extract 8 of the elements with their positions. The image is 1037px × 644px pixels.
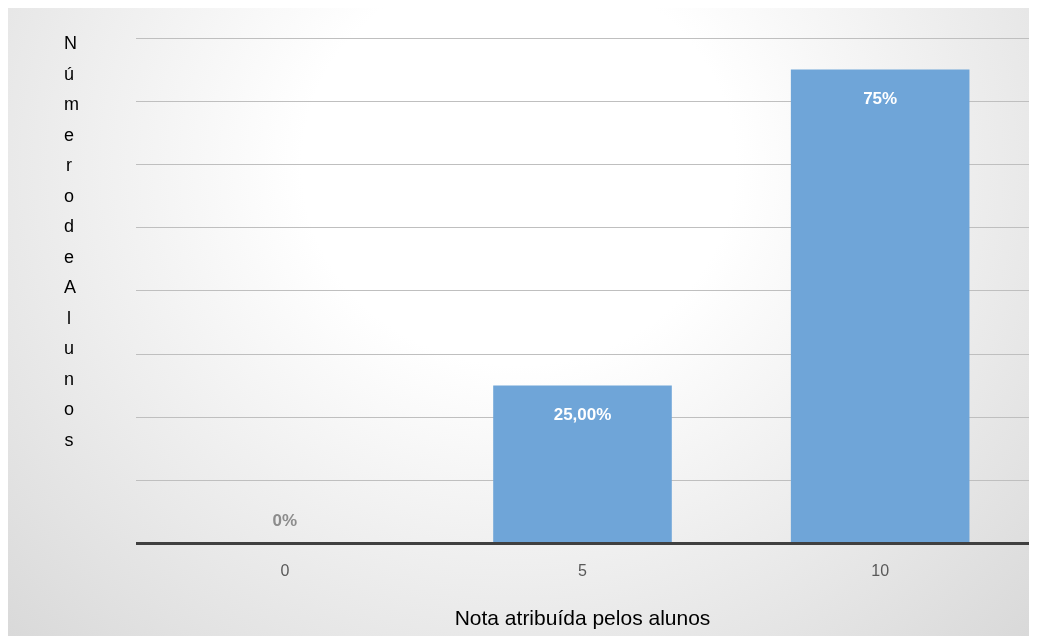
x-tick-label: 5	[578, 561, 588, 579]
x-tick-label: 0	[280, 561, 290, 579]
data-label: 25,00%	[553, 405, 612, 425]
data-label: 0%	[272, 511, 298, 531]
x-tick-label: 10	[871, 561, 890, 579]
x-axis-title: Nota atribuída pelos alunos	[454, 606, 711, 630]
text: Número de Alunos	[64, 33, 79, 450]
data-label: 75%	[863, 89, 898, 109]
